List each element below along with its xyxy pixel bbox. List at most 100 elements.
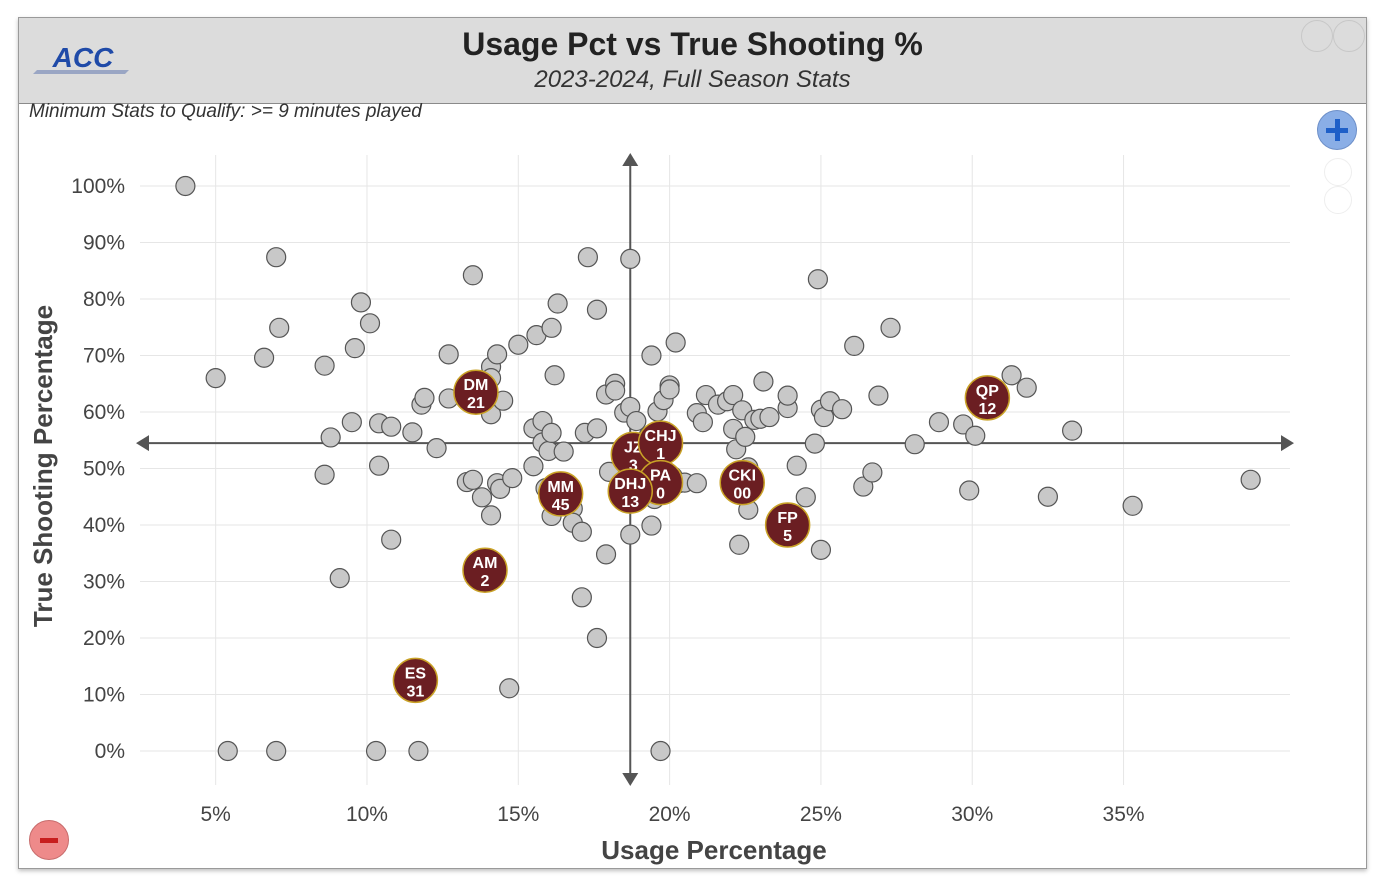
data-point[interactable] bbox=[1001, 365, 1022, 386]
data-point[interactable] bbox=[502, 468, 523, 489]
data-point[interactable] bbox=[571, 587, 592, 608]
highlighted-player[interactable]: AM2 bbox=[462, 547, 508, 593]
data-point[interactable] bbox=[868, 385, 889, 406]
data-point[interactable] bbox=[205, 368, 226, 389]
data-point[interactable] bbox=[659, 379, 680, 400]
data-point[interactable] bbox=[795, 487, 816, 508]
data-point[interactable] bbox=[368, 455, 390, 476]
data-point[interactable] bbox=[314, 355, 335, 376]
data-point[interactable] bbox=[759, 406, 780, 428]
data-point[interactable] bbox=[381, 416, 402, 437]
data-point[interactable] bbox=[499, 678, 520, 699]
data-point[interactable] bbox=[462, 265, 483, 286]
data-point[interactable] bbox=[217, 740, 238, 762]
data-point[interactable] bbox=[665, 332, 686, 353]
ghost-control-2[interactable] bbox=[1324, 186, 1352, 214]
data-point[interactable] bbox=[862, 462, 883, 483]
data-point[interactable] bbox=[402, 422, 423, 443]
data-point[interactable] bbox=[853, 476, 874, 497]
data-point[interactable] bbox=[641, 515, 662, 536]
data-point[interactable] bbox=[359, 313, 381, 334]
data-point[interactable] bbox=[965, 425, 986, 446]
data-point[interactable] bbox=[928, 412, 950, 433]
data-point[interactable] bbox=[508, 334, 529, 355]
ghost-control-1[interactable] bbox=[1324, 158, 1352, 186]
data-point[interactable] bbox=[523, 456, 544, 477]
data-point[interactable] bbox=[1062, 420, 1083, 441]
data-point[interactable] bbox=[253, 347, 275, 368]
data-point[interactable] bbox=[462, 469, 483, 490]
data-point[interactable] bbox=[553, 441, 574, 462]
data-point[interactable] bbox=[329, 568, 350, 589]
data-point[interactable] bbox=[832, 399, 853, 420]
data-point[interactable] bbox=[1240, 469, 1261, 490]
data-point[interactable] bbox=[269, 317, 290, 338]
data-point[interactable] bbox=[480, 505, 502, 526]
data-point[interactable] bbox=[810, 539, 832, 560]
data-point[interactable] bbox=[650, 740, 671, 762]
data-point[interactable] bbox=[438, 344, 459, 365]
zoom-in-icon[interactable] bbox=[1317, 110, 1357, 150]
data-point[interactable] bbox=[547, 293, 568, 314]
data-point[interactable] bbox=[1037, 486, 1058, 507]
data-point[interactable] bbox=[777, 385, 798, 406]
data-point[interactable] bbox=[804, 433, 825, 454]
data-point[interactable] bbox=[595, 544, 617, 565]
data-point[interactable] bbox=[426, 438, 447, 459]
data-point[interactable] bbox=[541, 317, 562, 338]
data-point[interactable] bbox=[586, 418, 608, 439]
data-point[interactable] bbox=[365, 740, 387, 762]
data-point[interactable] bbox=[880, 317, 901, 338]
data-point[interactable] bbox=[1122, 495, 1143, 516]
data-point[interactable] bbox=[586, 627, 608, 649]
data-point[interactable] bbox=[692, 412, 713, 433]
data-point[interactable] bbox=[959, 480, 980, 501]
data-point[interactable] bbox=[381, 529, 402, 550]
data-point[interactable] bbox=[344, 338, 365, 359]
data-point[interactable] bbox=[620, 248, 641, 269]
data-point[interactable] bbox=[844, 335, 865, 356]
data-point[interactable] bbox=[786, 455, 807, 476]
data-point[interactable] bbox=[408, 740, 429, 762]
data-point[interactable] bbox=[620, 524, 641, 545]
data-point[interactable] bbox=[544, 365, 565, 386]
data-point[interactable] bbox=[314, 464, 335, 485]
player-initials: CKI bbox=[728, 468, 756, 485]
data-point[interactable] bbox=[807, 269, 828, 290]
data-point[interactable] bbox=[586, 299, 608, 320]
data-point[interactable] bbox=[341, 412, 362, 433]
data-point[interactable] bbox=[753, 371, 774, 392]
data-point[interactable] bbox=[320, 427, 341, 448]
header-control-left[interactable] bbox=[1301, 20, 1333, 52]
data-point[interactable] bbox=[266, 740, 287, 762]
zoom-out-icon[interactable] bbox=[29, 820, 69, 860]
data-point[interactable] bbox=[541, 422, 562, 444]
data-point[interactable] bbox=[175, 175, 196, 197]
data-point[interactable] bbox=[350, 292, 372, 313]
data-point[interactable] bbox=[414, 387, 435, 408]
data-point[interactable] bbox=[266, 247, 287, 268]
data-point[interactable] bbox=[1016, 377, 1037, 398]
highlighted-player[interactable]: FP5 bbox=[764, 502, 811, 548]
data-point[interactable] bbox=[641, 345, 662, 366]
data-point[interactable] bbox=[729, 534, 750, 555]
data-point[interactable] bbox=[577, 247, 598, 268]
data-point[interactable] bbox=[487, 344, 508, 365]
x-tick-label: 25% bbox=[800, 803, 842, 826]
data-point[interactable] bbox=[571, 521, 592, 542]
data-point[interactable] bbox=[735, 426, 756, 447]
data-point[interactable] bbox=[904, 434, 925, 455]
header-control-right[interactable] bbox=[1333, 20, 1365, 52]
data-point[interactable] bbox=[471, 487, 493, 508]
data-point[interactable] bbox=[626, 410, 647, 432]
data-point[interactable] bbox=[723, 384, 744, 406]
data-point[interactable] bbox=[605, 380, 626, 401]
data-point[interactable] bbox=[686, 473, 707, 494]
